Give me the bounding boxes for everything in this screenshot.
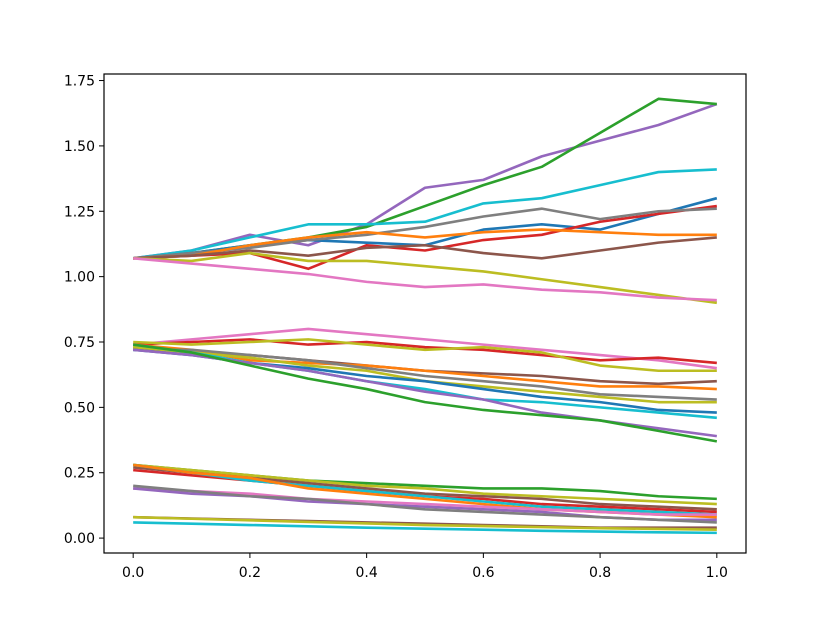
series-line-1 [133,102,718,260]
x-axis: 0.0 0.2 0.4 0.6 0.8 1.0 [122,553,728,581]
series-line-13 [133,338,717,373]
series-line-7 [133,228,717,260]
series-line-10 [133,257,717,302]
series-line-8 [133,236,717,260]
y-tick-label: 1.25 [64,204,95,220]
y-tick-label: 1.50 [64,139,95,155]
x-tick-label: 0.6 [472,565,494,581]
y-tick-label: 0.50 [64,400,95,416]
series-line-9 [133,251,717,305]
series-layer [133,97,718,535]
y-tick-label: 0.75 [64,335,95,351]
x-tick-label: 1.0 [706,565,728,581]
y-tick-label: 0.25 [64,466,95,482]
y-tick-label: 1.75 [64,74,95,90]
series-line-16 [133,348,717,401]
series-line-5 [133,204,717,271]
series-line-33 [133,521,717,535]
y-tick-label: 1.00 [64,270,95,286]
x-tick-label: 0.0 [122,565,144,581]
x-tick-label: 0.2 [239,565,261,581]
y-tick-label: 0.00 [64,531,95,547]
series-line-21 [133,343,718,443]
series-line-23 [133,463,717,506]
x-tick-label: 0.8 [589,565,611,581]
plot-frame [103,73,747,554]
series-line-11 [133,327,717,370]
series-line-30 [133,484,717,524]
series-line-28 [133,487,717,516]
series-line-32 [133,515,717,532]
series-line-20 [133,348,717,438]
series-line-26 [133,463,717,516]
x-tick-label: 0.4 [356,565,378,581]
series-line-3 [133,168,717,260]
series-line-12 [133,338,717,365]
y-axis: 0.00 0.25 0.50 0.75 1.00 1.25 1.50 1.75 [64,74,104,547]
